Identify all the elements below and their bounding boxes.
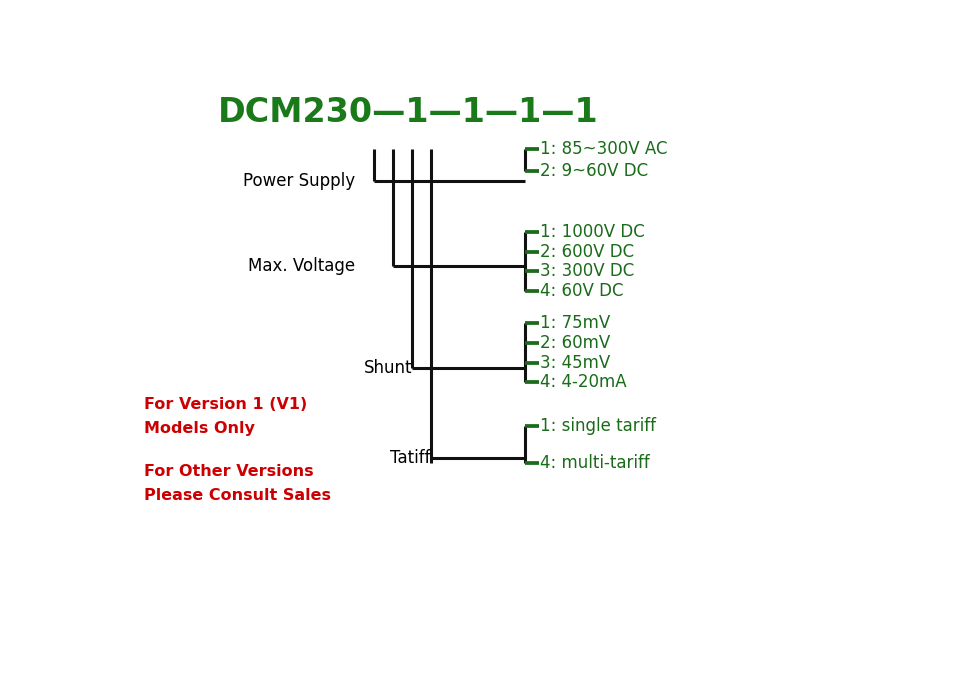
Text: Tatiff: Tatiff (390, 449, 431, 467)
Text: Please Consult Sales: Please Consult Sales (144, 488, 331, 503)
Text: For Other Versions: For Other Versions (144, 464, 314, 479)
Text: 4: 4-20mA: 4: 4-20mA (540, 373, 627, 392)
Text: 3: 300V DC: 3: 300V DC (540, 263, 634, 281)
Text: 4: 60V DC: 4: 60V DC (540, 282, 624, 300)
Text: 1: 75mV: 1: 75mV (540, 314, 610, 332)
Text: Models Only: Models Only (144, 422, 255, 436)
Text: 4: multi-tariff: 4: multi-tariff (540, 455, 650, 473)
Text: For Version 1 (V1): For Version 1 (V1) (144, 397, 307, 413)
Text: 2: 60mV: 2: 60mV (540, 334, 610, 352)
Text: 2: 600V DC: 2: 600V DC (540, 243, 634, 261)
Text: 3: 45mV: 3: 45mV (540, 354, 610, 372)
Text: 1: 85~300V AC: 1: 85~300V AC (540, 140, 667, 158)
Text: Shunt: Shunt (364, 359, 412, 377)
Text: Max. Voltage: Max. Voltage (248, 258, 355, 276)
Text: 1: single tariff: 1: single tariff (540, 417, 656, 435)
Text: Power Supply: Power Supply (243, 172, 355, 190)
Text: 2: 9~60V DC: 2: 9~60V DC (540, 162, 648, 180)
Text: DCM230—1—1—1—1: DCM230—1—1—1—1 (218, 95, 598, 129)
Text: 1: 1000V DC: 1: 1000V DC (540, 223, 645, 241)
